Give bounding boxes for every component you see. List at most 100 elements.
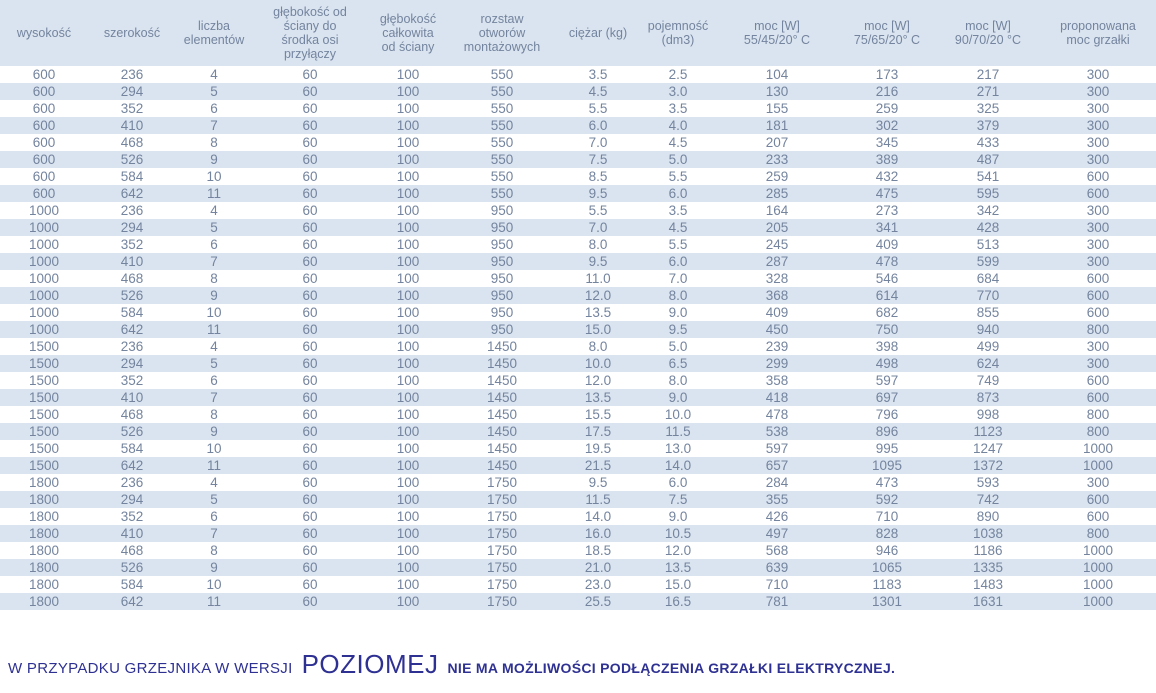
col-header-moc-75-65-20: moc [W] 75/65/20° C — [838, 0, 936, 66]
table-cell: 60 — [302, 441, 318, 456]
table-cell: 410 — [120, 390, 144, 405]
table-cell: 18.5 — [584, 543, 612, 558]
table-cell: 345 — [875, 135, 899, 150]
table-row: 1000 410 7 60 100 950 9.5 6.0 287 478 599 300 — [0, 253, 1156, 270]
table-cell: 8.0 — [668, 373, 688, 388]
table-cell: 245 — [765, 237, 789, 252]
table-cell: 682 — [875, 305, 899, 320]
table-cell: 684 — [976, 271, 1000, 286]
table-cell: 742 — [976, 492, 1000, 507]
table-cell: 352 — [120, 237, 144, 252]
table-cell: 499 — [976, 339, 1000, 354]
table-cell: 4.5 — [668, 220, 688, 235]
table-cell: 1000 — [28, 271, 60, 286]
table-cell: 368 — [765, 288, 789, 303]
table-cell: 8 — [210, 407, 218, 422]
table-cell: 7.0 — [668, 271, 688, 286]
table-cell: 7.0 — [588, 220, 608, 235]
table-cell: 100 — [396, 492, 420, 507]
table-cell: 750 — [875, 322, 899, 337]
table-cell: 1000 — [1082, 577, 1114, 592]
table-cell: 6.0 — [668, 186, 688, 201]
table-cell: 2.5 — [668, 67, 688, 82]
table-cell: 800 — [1086, 424, 1110, 439]
table-cell: 8.5 — [588, 169, 608, 184]
table-cell: 100 — [396, 169, 420, 184]
table-cell: 639 — [765, 560, 789, 575]
table-cell: 642 — [120, 458, 144, 473]
table-cell: 624 — [976, 356, 1000, 371]
table-cell: 300 — [1086, 118, 1110, 133]
table-cell: 1750 — [486, 492, 518, 507]
table-cell: 21.0 — [584, 560, 612, 575]
table-cell: 100 — [396, 390, 420, 405]
table-cell: 205 — [765, 220, 789, 235]
table-cell: 60 — [302, 594, 318, 609]
table-cell: 595 — [976, 186, 1000, 201]
table-row: 600 410 7 60 100 550 6.0 4.0 181 302 379 300 — [0, 117, 1156, 134]
table-cell: 1450 — [486, 424, 518, 439]
table-cell: 9 — [210, 288, 218, 303]
table-cell: 60 — [302, 526, 318, 541]
table-cell: 60 — [302, 322, 318, 337]
table-cell: 12.0 — [584, 288, 612, 303]
table-cell: 1000 — [1082, 543, 1114, 558]
table-row: 600 236 4 60 100 550 3.5 2.5 104 173 217 300 — [0, 66, 1156, 83]
table-cell: 285 — [765, 186, 789, 201]
table-cell: 1000 — [1082, 560, 1114, 575]
table-row: 1000 294 5 60 100 950 7.0 4.5 205 341 428 300 — [0, 219, 1156, 236]
table-cell: 7.5 — [668, 492, 688, 507]
table-cell: 584 — [120, 441, 144, 456]
table-cell: 1000 — [28, 203, 60, 218]
table-cell: 1000 — [1082, 458, 1114, 473]
table-cell: 7 — [210, 390, 218, 405]
table-cell: 3.0 — [668, 84, 688, 99]
table-cell: 410 — [120, 254, 144, 269]
table-cell: 1750 — [486, 577, 518, 592]
table-cell: 7 — [210, 254, 218, 269]
table-cell: 271 — [976, 84, 1000, 99]
table-cell: 341 — [875, 220, 899, 235]
table-cell: 1750 — [486, 543, 518, 558]
table-cell: 60 — [302, 186, 318, 201]
table-cell: 600 — [32, 101, 56, 116]
table-cell: 550 — [490, 135, 514, 150]
table-cell: 1750 — [486, 594, 518, 609]
table-cell: 1000 — [1082, 594, 1114, 609]
table-cell: 4 — [210, 203, 218, 218]
table-cell: 1000 — [28, 288, 60, 303]
table-cell: 592 — [875, 492, 899, 507]
table-cell: 410 — [120, 526, 144, 541]
table-row: 1500 468 8 60 100 1450 15.5 10.0 478 796 998 800 — [0, 406, 1156, 423]
table-cell: 300 — [1086, 254, 1110, 269]
table-cell: 11 — [206, 186, 221, 201]
table-cell: 6 — [210, 101, 218, 116]
table-cell: 1000 — [1082, 441, 1114, 456]
table-cell: 946 — [875, 543, 899, 558]
table-header: wysokość szerokość liczba elementów głęb… — [0, 0, 1156, 66]
table-cell: 1483 — [972, 577, 1004, 592]
table-cell: 10 — [206, 169, 222, 184]
table-cell: 352 — [120, 101, 144, 116]
table-cell: 1065 — [871, 560, 903, 575]
table-cell: 60 — [302, 135, 318, 150]
col-header-ciezar: ciężar (kg) — [556, 0, 640, 66]
table-cell: 100 — [396, 118, 420, 133]
table-cell: 100 — [396, 67, 420, 82]
table-cell: 473 — [875, 475, 899, 490]
table-cell: 1123 — [973, 424, 1003, 439]
table-row: 1500 584 10 60 100 1450 19.5 13.0 597 995 1247 1000 — [0, 440, 1156, 457]
table-cell: 100 — [396, 203, 420, 218]
col-header-glebokosc-przylaczy: głębokość od ściany do środka osi przyłą… — [252, 0, 368, 66]
table-cell: 284 — [765, 475, 789, 490]
table-cell: 60 — [302, 118, 318, 133]
table-cell: 100 — [396, 288, 420, 303]
table-cell: 273 — [875, 203, 899, 218]
table-cell: 600 — [32, 118, 56, 133]
table-cell: 10 — [206, 441, 222, 456]
table-row: 1000 526 9 60 100 950 12.0 8.0 368 614 770 600 — [0, 287, 1156, 304]
table-cell: 294 — [120, 84, 144, 99]
table-cell: 10.5 — [664, 526, 692, 541]
table-cell: 100 — [396, 458, 420, 473]
table-cell: 6.0 — [668, 254, 688, 269]
